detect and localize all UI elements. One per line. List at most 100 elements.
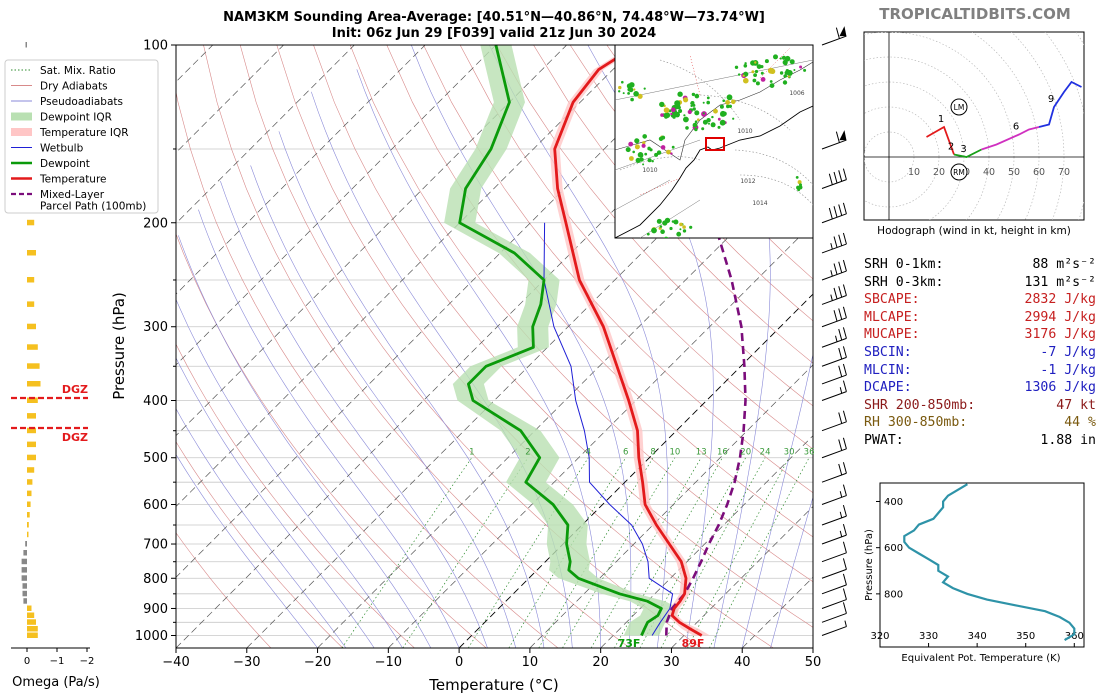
omega-panel: 0 −1 −2 Omega (Pa/s) DGZ DGZ xyxy=(11,42,100,690)
map-radar-echo xyxy=(643,87,646,90)
map-radar-echo xyxy=(627,92,630,95)
hodograph-trace xyxy=(1038,80,1082,128)
map-radar-echo xyxy=(646,232,650,236)
wind-barb xyxy=(821,346,847,367)
wind-barb xyxy=(821,410,847,432)
wind-barb-flag xyxy=(842,504,847,517)
map-radar-echo xyxy=(666,149,671,155)
legend-label: Temperature IQR xyxy=(39,127,129,139)
moist-adiabat xyxy=(311,91,573,648)
legend-label: Pseudoadiabats xyxy=(40,96,123,108)
map-radar-echo xyxy=(769,83,775,88)
map-coastline xyxy=(615,105,813,238)
dry-adiabat xyxy=(176,441,343,648)
wind-barb-staff xyxy=(821,213,847,224)
moist-adiabat xyxy=(770,496,813,648)
map-radar-echo xyxy=(629,156,634,161)
map-radar-echo xyxy=(625,147,631,153)
map-radar-echo xyxy=(685,126,689,130)
theta-e-panel: 320 330 340 350 360 400 600 800 Equivalent Pot.… xyxy=(864,482,1085,664)
map-radar-echo xyxy=(719,104,724,109)
y-tick-label: 300 xyxy=(143,320,168,335)
wind-barb-staff xyxy=(821,515,847,526)
wind-barb-pennant xyxy=(839,26,847,37)
wind-barb-flag xyxy=(838,365,843,377)
hodograph-height-label: 1 xyxy=(938,114,944,125)
map-radar-echo xyxy=(713,108,718,114)
omega-tick-label: −2 xyxy=(80,656,95,667)
omega-bar xyxy=(23,550,27,556)
map-radar-echo xyxy=(787,75,790,78)
param-value: -1 J/kg xyxy=(1040,362,1096,378)
wind-barb-flag xyxy=(828,173,833,185)
map-radar-echo xyxy=(668,109,672,113)
param-label: SBCAPE: xyxy=(864,292,920,308)
map-radar-echo xyxy=(679,222,683,227)
wind-barb xyxy=(821,26,847,46)
wind-barb-flag xyxy=(835,27,840,39)
wind-barb xyxy=(821,588,847,609)
wind-barb-half-flag xyxy=(830,294,833,301)
map-radar-echo xyxy=(773,54,778,60)
map-radar-echo xyxy=(706,100,710,105)
wind-barb-flag xyxy=(838,439,843,451)
map-isobar-label: 1010 xyxy=(642,167,657,174)
map-radar-echo xyxy=(677,91,683,97)
map-radar-echo xyxy=(663,236,669,238)
wind-barb-staff xyxy=(821,448,847,459)
wind-barb-flag xyxy=(842,232,847,245)
wind-barb-staff xyxy=(821,534,847,545)
omega-bar xyxy=(22,583,27,589)
map-radar-echo xyxy=(764,59,769,64)
param-label: SHR 200-850mb: xyxy=(864,397,976,413)
x-tick-label: 30 xyxy=(663,655,680,670)
map-radar-echo xyxy=(674,111,680,118)
wind-barb-staff xyxy=(821,391,847,401)
map-radar-echo xyxy=(783,74,787,78)
wind-barb-half-flag xyxy=(830,243,833,250)
map-radar-echo xyxy=(702,112,705,115)
param-row: PWAT: 1.88 in xyxy=(864,432,1096,450)
isotherm--100 xyxy=(176,45,355,224)
legend-label: Dewpoint xyxy=(40,158,90,170)
map-radar-echo xyxy=(743,77,749,84)
legend-swatch xyxy=(11,128,32,136)
legend-item: Temperature IQR xyxy=(11,127,129,139)
x-tick-label: −40 xyxy=(162,655,189,670)
map-radar-echo xyxy=(737,73,741,76)
surface-temperature-label: 89F xyxy=(682,637,705,650)
omega-bar xyxy=(27,454,36,461)
map-radar-echo xyxy=(659,101,665,108)
param-label: MUCAPE: xyxy=(864,327,920,343)
omega-bar xyxy=(27,632,38,638)
legend-swatch xyxy=(11,112,32,121)
map-isobar-label: 1006 xyxy=(789,90,804,97)
map-radar-echo xyxy=(664,217,671,224)
map-radar-echo xyxy=(642,134,647,139)
param-label: MLCIN: xyxy=(864,362,912,378)
map-radar-echo xyxy=(682,229,687,233)
wind-barb-flag xyxy=(833,263,838,275)
map-radar-echo xyxy=(637,93,643,99)
hodograph: 1020304050607012369LMRM Hodograph (wind … xyxy=(863,31,1085,237)
map-radar-echo xyxy=(706,96,710,100)
wind-barb xyxy=(821,437,847,459)
hodograph-height-label: 2 xyxy=(948,142,954,153)
map-radar-echo xyxy=(682,225,686,229)
y-tick-label: 400 xyxy=(143,394,168,409)
mixing-ratio-label: 8 xyxy=(650,448,655,458)
dry-adiabat xyxy=(496,45,813,407)
map-radar-echo xyxy=(760,77,766,82)
wind-barb xyxy=(821,130,847,150)
wind-barb-staff xyxy=(821,243,847,254)
wind-barb-flag xyxy=(838,234,843,246)
moist-adiabat xyxy=(741,352,813,648)
omega-bar xyxy=(27,619,36,625)
moist-adiabat xyxy=(587,45,714,648)
map-radar-echo xyxy=(683,116,689,123)
wind-barb xyxy=(821,259,847,281)
omega-bar xyxy=(27,479,33,485)
param-value: -7 J/kg xyxy=(1040,344,1096,360)
map-radar-echo xyxy=(697,118,700,121)
